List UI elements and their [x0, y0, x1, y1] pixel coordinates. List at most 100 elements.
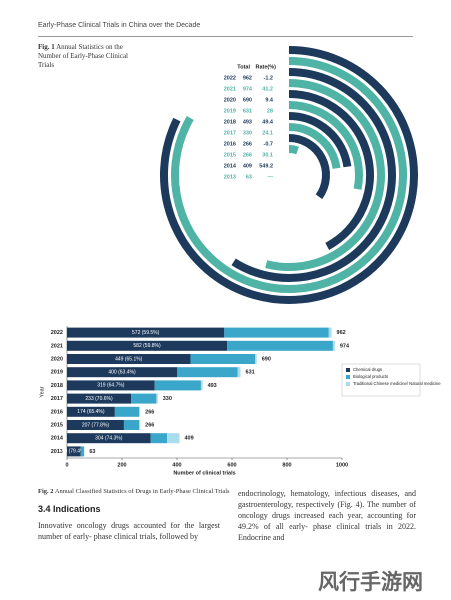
bar-segment [80, 446, 85, 457]
year-label: 2015 [224, 152, 236, 158]
ring-bar [265, 79, 385, 271]
rate-label: -1.2 [264, 75, 273, 81]
figure-label: Fig. 1 [38, 43, 55, 51]
rate-label: 49.4 [262, 119, 274, 125]
rate-label: 24.1 [262, 130, 273, 136]
caption-text: Annual Statistics on the Number of Early… [38, 43, 129, 69]
ring-bar [231, 68, 396, 282]
bar-segment [150, 433, 168, 444]
total-label: 266 [243, 152, 252, 158]
column-header: Total [237, 64, 250, 70]
y-tick-label: 2014 [51, 436, 64, 442]
bar-segment [67, 327, 225, 338]
total-label: 330 [163, 396, 172, 402]
bar-segment [139, 420, 141, 430]
bar-segment [67, 354, 191, 364]
bar-segment [177, 367, 238, 378]
y-tick-label: 2019 [51, 370, 63, 376]
ring-bar [288, 90, 374, 250]
bar-label: 582 (59.8%) [133, 343, 161, 349]
year-label: 2013 [224, 174, 236, 180]
x-tick-label: 1000 [336, 462, 348, 468]
column-header: Rate(%) [256, 64, 277, 70]
bar-label: 400 (63.4%) [108, 370, 136, 376]
legend-swatch [346, 382, 350, 386]
ring-bar [160, 46, 418, 304]
legend-label: Traditional Chinese medicine/ Natural me… [353, 381, 441, 386]
bar-segment [167, 433, 180, 444]
year-label: 2014 [224, 163, 237, 169]
bar-segment [328, 327, 332, 338]
bar-label: 207 (77.8%) [82, 422, 110, 428]
bar-segment [67, 446, 81, 457]
ring-bar [288, 101, 363, 190]
figure-label: Fig. 2 [38, 488, 54, 495]
figure-caption: Fig. 2 Annual Classified Statistics of D… [38, 488, 230, 495]
total-label: 409 [184, 436, 193, 442]
total-label: 63 [246, 174, 252, 180]
rate-label: 41.2 [262, 86, 273, 92]
bar-segment [190, 354, 256, 364]
x-tick-label: 200 [117, 462, 126, 468]
rate-label: — [268, 174, 274, 180]
watermark: 风行手游网 [318, 571, 423, 594]
total-label: 266 [145, 422, 154, 428]
bar-segment [139, 406, 141, 417]
y-tick-label: 2017 [51, 396, 63, 402]
total-label: 266 [145, 409, 154, 415]
y-tick-label: 2015 [51, 422, 63, 428]
x-tick-label: 0 [65, 462, 68, 468]
legend-label: Biological products [353, 374, 388, 379]
rate-label: 549.2 [259, 163, 273, 169]
total-label: 409 [243, 163, 252, 169]
running-header: Early-Phase Clinical Trials in China ove… [38, 22, 201, 29]
bar-segment [156, 393, 158, 404]
bar-segment [67, 393, 132, 404]
total-label: 974 [243, 86, 253, 92]
bar-segment [67, 420, 124, 430]
legend-label: Chemical drugs [353, 367, 382, 372]
year-label: 2016 [224, 141, 236, 147]
total-label: 631 [243, 108, 252, 114]
y-tick-label: 2020 [51, 356, 63, 362]
bar-label: 304 (74.3%) [95, 436, 123, 442]
bar-label: 319 (64.7%) [97, 383, 125, 389]
bar-segment [67, 406, 115, 417]
bar-segment [200, 380, 203, 391]
y-tick-label: 2016 [51, 409, 63, 415]
bar-label: 572 (59.5%) [132, 330, 160, 336]
bar-label: 449 (65.1%) [115, 356, 143, 362]
rate-label: -0.7 [264, 141, 273, 147]
year-label: 2021 [224, 86, 236, 92]
rate-label: 30.1 [262, 152, 273, 158]
bar-label: 174 (65.4%) [77, 409, 105, 415]
bar-segment [67, 433, 151, 444]
figure-caption: Fig. 1 Annual Statistics on the Number o… [38, 43, 133, 70]
total-label: 493 [208, 383, 217, 389]
bar-segment [67, 380, 155, 391]
year-label: 2017 [224, 130, 236, 136]
ring-bar [288, 145, 299, 155]
year-label: 2019 [224, 108, 236, 114]
x-tick-label: 800 [282, 462, 291, 468]
ring-bar [171, 57, 407, 293]
total-label: 690 [243, 97, 252, 103]
total-label: 974 [340, 343, 350, 349]
section-title: 3.4 Indications [38, 504, 101, 514]
bar-segment [154, 380, 201, 391]
total-label: 63 [89, 449, 95, 455]
legend-swatch [346, 375, 350, 379]
bar-segment [131, 393, 157, 404]
total-label: 330 [243, 130, 252, 136]
bar-label: 50 (79.4%) [62, 449, 87, 455]
ring-bar [288, 123, 341, 169]
paragraph: endocrinology, hematology, infectious di… [238, 489, 416, 542]
rate-label: 9.4 [265, 97, 274, 103]
year-label: 2018 [224, 119, 236, 125]
x-axis-label: Number of clinical trials [173, 470, 235, 476]
year-label: 2020 [224, 97, 236, 103]
bar-label: 233 (70.6%) [85, 396, 113, 402]
y-tick-label: 2013 [51, 449, 63, 455]
bar-segment [227, 340, 333, 351]
